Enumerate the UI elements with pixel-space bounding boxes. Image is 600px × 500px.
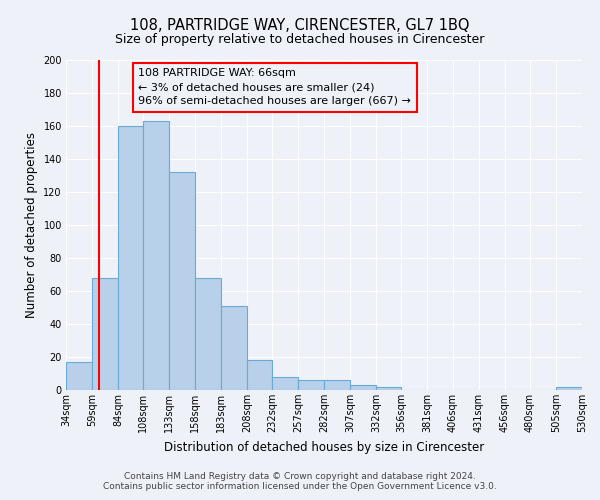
Bar — [298, 380, 324, 390]
Bar — [376, 386, 401, 390]
Bar — [272, 377, 298, 390]
Bar — [169, 172, 195, 390]
Bar — [118, 126, 143, 390]
Bar — [66, 362, 92, 390]
Text: Contains HM Land Registry data © Crown copyright and database right 2024.: Contains HM Land Registry data © Crown c… — [124, 472, 476, 481]
Bar — [195, 278, 221, 390]
Bar — [556, 386, 582, 390]
X-axis label: Distribution of detached houses by size in Cirencester: Distribution of detached houses by size … — [164, 440, 484, 454]
Bar — [143, 121, 169, 390]
Bar — [324, 380, 350, 390]
Y-axis label: Number of detached properties: Number of detached properties — [25, 132, 38, 318]
Bar — [247, 360, 272, 390]
Bar — [221, 306, 247, 390]
Bar — [350, 385, 376, 390]
Text: Size of property relative to detached houses in Cirencester: Size of property relative to detached ho… — [115, 32, 485, 46]
Bar — [92, 278, 118, 390]
Text: 108, PARTRIDGE WAY, CIRENCESTER, GL7 1BQ: 108, PARTRIDGE WAY, CIRENCESTER, GL7 1BQ — [130, 18, 470, 32]
Text: Contains public sector information licensed under the Open Government Licence v3: Contains public sector information licen… — [103, 482, 497, 491]
Text: 108 PARTRIDGE WAY: 66sqm
← 3% of detached houses are smaller (24)
96% of semi-de: 108 PARTRIDGE WAY: 66sqm ← 3% of detache… — [138, 68, 411, 106]
